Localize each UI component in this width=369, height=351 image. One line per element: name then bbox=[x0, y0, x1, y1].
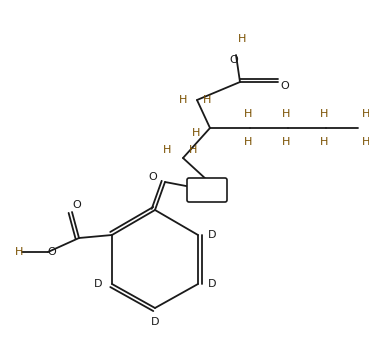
Text: H: H bbox=[362, 109, 369, 119]
Text: D: D bbox=[208, 279, 216, 289]
Text: O: O bbox=[149, 172, 157, 182]
Text: Aos: Aos bbox=[197, 185, 217, 195]
Text: H: H bbox=[368, 123, 369, 133]
Text: H: H bbox=[192, 128, 200, 138]
Text: H: H bbox=[163, 145, 171, 155]
Text: O: O bbox=[73, 200, 82, 210]
Text: O: O bbox=[230, 55, 238, 65]
Text: D: D bbox=[94, 279, 102, 289]
Text: H: H bbox=[244, 137, 252, 147]
Text: O: O bbox=[48, 247, 56, 257]
Text: H: H bbox=[282, 109, 290, 119]
Text: H: H bbox=[179, 95, 187, 105]
Text: H: H bbox=[15, 247, 23, 257]
FancyBboxPatch shape bbox=[187, 178, 227, 202]
Text: H: H bbox=[203, 95, 211, 105]
Text: D: D bbox=[208, 230, 216, 240]
Text: H: H bbox=[282, 137, 290, 147]
Text: D: D bbox=[151, 317, 159, 327]
Text: H: H bbox=[189, 145, 197, 155]
Text: H: H bbox=[238, 34, 246, 44]
Text: O: O bbox=[281, 81, 289, 91]
Text: H: H bbox=[320, 137, 328, 147]
Text: H: H bbox=[362, 137, 369, 147]
Text: H: H bbox=[320, 109, 328, 119]
Text: H: H bbox=[244, 109, 252, 119]
